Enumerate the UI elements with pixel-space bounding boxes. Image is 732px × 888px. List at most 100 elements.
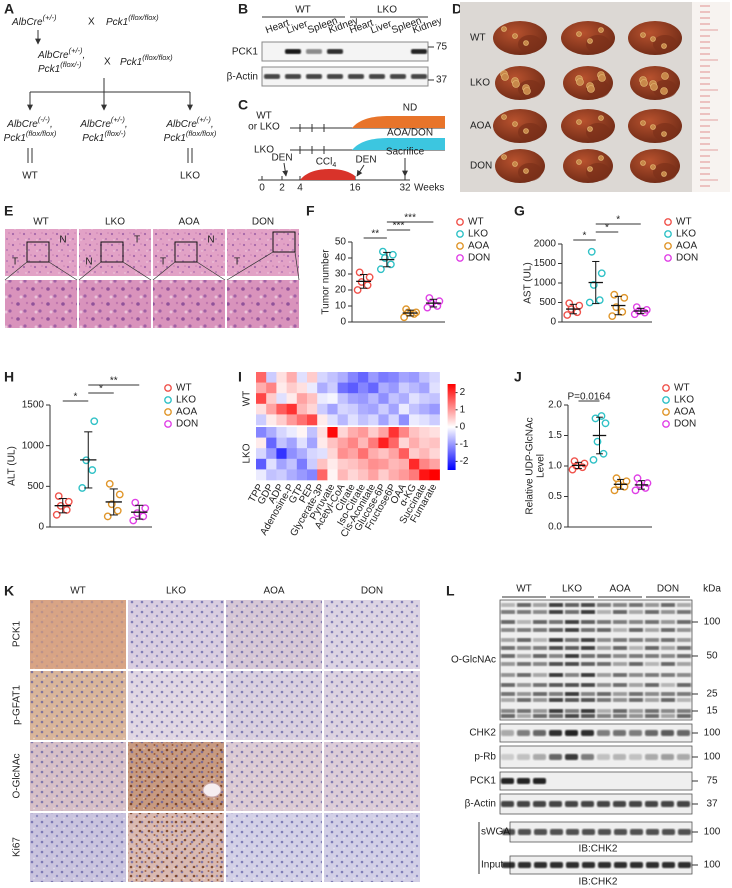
heatmap-cell [419, 437, 430, 449]
row-label: PCK1 [12, 621, 23, 648]
y-tick-label: 1000 [534, 278, 557, 289]
heatmap-cell [266, 437, 277, 449]
liver-lobe [586, 123, 610, 141]
heatmap-cell [256, 372, 267, 383]
ihc-texture [128, 671, 224, 740]
band [549, 620, 563, 624]
band [533, 698, 547, 702]
zoom-line [122, 261, 152, 281]
heatmap-cell [398, 458, 410, 470]
band [565, 683, 579, 687]
tumor [523, 128, 529, 134]
heatmap-cell [358, 372, 369, 383]
heatmap-cell [429, 403, 440, 415]
ihc-stain [128, 742, 224, 811]
colorbar-tick-label: -2 [460, 456, 469, 467]
significance-label: P=0.0164 [567, 392, 611, 403]
legend-marker [456, 218, 464, 226]
ihc-stain [128, 813, 224, 882]
heatmap-cell [388, 393, 400, 405]
heatmap-cell [378, 469, 389, 481]
column-label: WT [70, 586, 86, 597]
legend-label: WT [468, 217, 484, 228]
heatmap-cell [337, 448, 349, 460]
band [581, 620, 595, 624]
y-tick-label: 1000 [22, 440, 45, 451]
heatmap-cell [429, 469, 440, 481]
legend-marker [662, 408, 670, 416]
heatmap-cell [337, 382, 349, 394]
row-label: PCK1 [470, 776, 497, 787]
tumor [650, 83, 658, 91]
heatmap-cell [368, 382, 379, 394]
band [677, 662, 691, 666]
heatmap-cell [256, 437, 267, 449]
marker-label: 100 [704, 860, 721, 871]
band [677, 692, 691, 696]
band [533, 662, 547, 666]
band [629, 692, 643, 696]
band [533, 620, 547, 624]
tumor [650, 124, 656, 130]
band [629, 662, 643, 666]
heatmap-cell [327, 414, 338, 426]
band [661, 662, 675, 666]
significance-label: ** [371, 229, 379, 240]
band [517, 646, 531, 650]
zoom-box [100, 241, 124, 263]
heatmap-cell [317, 372, 328, 383]
heatmap-cell [307, 458, 318, 470]
band [502, 829, 515, 835]
heatmap-cell [409, 448, 420, 460]
legend-label: AOA [176, 407, 197, 418]
y-axis-label: ALT (UL) [7, 446, 18, 486]
legend-marker [662, 396, 670, 404]
band [614, 829, 627, 835]
band [629, 620, 643, 624]
heatmap-cell [327, 448, 338, 460]
marker-label: 15 [706, 706, 718, 717]
panel-letter: C [238, 97, 248, 113]
data-point [129, 516, 138, 525]
heatmap-cell [347, 403, 359, 415]
heatmap-cell [296, 437, 308, 449]
week-label: 0 [259, 183, 265, 194]
heatmap-cell [347, 427, 359, 438]
genotype: Pck1(flox/flox) [4, 129, 57, 144]
blot [261, 66, 429, 87]
band [629, 709, 643, 713]
significance-label: * [616, 215, 620, 226]
band [306, 49, 322, 54]
heatmap-cell [317, 437, 328, 449]
band [613, 683, 627, 687]
ihc-texture [30, 600, 126, 669]
event-label: DEN [271, 153, 292, 164]
significance-label: * [74, 392, 78, 403]
heatmap-cell [286, 458, 298, 470]
genotype: Pck1(flox/-) [38, 60, 82, 75]
data-point [353, 286, 362, 294]
column-label: WT [33, 217, 49, 228]
text-part: AlbCre [11, 17, 43, 28]
histology-texture [153, 280, 225, 328]
band [581, 603, 595, 607]
band [678, 829, 691, 835]
week-label: 16 [349, 183, 361, 194]
liver-lobe [518, 35, 542, 53]
ihc-texture [226, 813, 322, 882]
column-label: LKO [166, 586, 186, 597]
legend-marker [456, 254, 464, 262]
band [629, 754, 642, 760]
group-label: LKO [377, 5, 397, 16]
band [549, 698, 563, 702]
tumor [576, 31, 582, 37]
band [565, 673, 579, 677]
heatmap-cell [266, 448, 277, 460]
data-point [54, 492, 63, 500]
heatmap-cell [398, 372, 410, 383]
band [327, 49, 343, 54]
band [565, 628, 579, 632]
heatmap-cell [317, 458, 328, 470]
band [565, 620, 579, 624]
band [501, 620, 515, 624]
